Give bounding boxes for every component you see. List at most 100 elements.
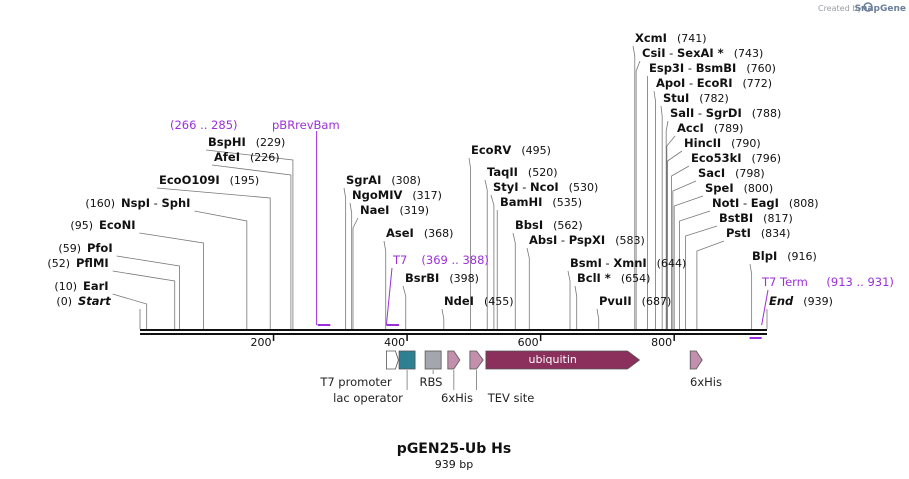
- site-pflmi: (52) PflMI: [47, 256, 108, 270]
- site-taqii: TaqII (520): [487, 165, 558, 179]
- feature-shape: [385, 350, 399, 370]
- site-end: End (939): [769, 294, 833, 308]
- site-position: (95): [70, 219, 93, 232]
- site-esp3i: Esp3I - BsmBI (760): [649, 61, 776, 75]
- site-name: AseI: [386, 226, 414, 240]
- site-position: (226): [250, 151, 280, 164]
- site-name: SpeI: [705, 181, 734, 195]
- site-leader-line: [672, 180, 697, 329]
- site-position: (789): [714, 122, 744, 135]
- site-name: SalI - SgrDI: [670, 106, 742, 120]
- site-name: NotI - EagI: [712, 196, 779, 210]
- site-leader-line: [666, 135, 676, 329]
- site-name: StyI - NcoI: [493, 180, 559, 194]
- site-hincii: HincII (790): [684, 136, 761, 150]
- credit-area: Created by SnapGene: [818, 2, 906, 14]
- site-name: BstBI: [719, 211, 753, 225]
- site-name: EcoO109I: [159, 173, 220, 187]
- site-position: (939): [803, 295, 833, 308]
- site-name: EcoRV: [471, 143, 511, 157]
- site-name: TaqII: [487, 165, 518, 179]
- feature-6xhis: 6xHis: [441, 350, 473, 405]
- site-position: (59): [58, 242, 81, 255]
- site-pfoi: (59) PfoI: [58, 241, 112, 255]
- feature-label: ubiquitin: [528, 353, 576, 366]
- site-position: (317): [412, 189, 442, 202]
- site-bsrbi: BsrBI (398): [405, 271, 479, 285]
- site-spei: SpeI (800): [705, 181, 773, 195]
- site-position: (520): [528, 166, 558, 179]
- site-name: BbsI: [515, 218, 543, 232]
- site-absi: AbsI - PspXI (583): [529, 233, 645, 247]
- primer-t7: T7 (369 .. 388): [385, 253, 489, 326]
- site-noti: NotI - EagI (808): [712, 196, 819, 210]
- site-leader-line: [673, 195, 704, 329]
- site-position: (782): [699, 92, 729, 105]
- site-position: (687): [642, 295, 672, 308]
- site-csii: CsiI - SexAI * (743): [642, 46, 763, 60]
- site-leader-line: [205, 149, 294, 329]
- site-stui: StuI (782): [663, 91, 729, 105]
- site-bcli-: BclI * (654): [577, 271, 650, 285]
- primer-name: pBRrevBam: [272, 118, 340, 132]
- snapgene-logo-icon: [863, 2, 873, 12]
- site-position: (52): [47, 257, 70, 270]
- site-leader-line: [352, 217, 359, 329]
- feature-6xhis: 6xHis: [689, 350, 722, 389]
- site-position: (10): [54, 280, 77, 293]
- site-name: BclI *: [577, 271, 611, 285]
- site-name: Eco53kI: [691, 151, 742, 165]
- site-name: BsmI - XmnI: [570, 256, 647, 270]
- site-name: XcmI: [635, 31, 667, 45]
- ruler-ticks: 200 400 600 800: [251, 334, 675, 349]
- site-position: (741): [677, 32, 707, 45]
- site-name: SgrAI: [346, 173, 381, 187]
- site-position: (796): [752, 152, 782, 165]
- site-name: PflMI: [76, 256, 109, 270]
- site-eco53ki: Eco53kI (796): [691, 151, 781, 165]
- feature-ubiquitin: ubiquitin: [485, 350, 641, 370]
- site-leader-line: [660, 105, 663, 329]
- site-position: (644): [657, 257, 687, 270]
- site-ecorv: EcoRV (495): [471, 143, 551, 157]
- site-position: (398): [449, 272, 479, 285]
- site-name: Start: [78, 294, 111, 308]
- feature-lac-operator: lac operator: [333, 350, 416, 405]
- feature-shape: [469, 350, 484, 370]
- primer-range: (266 .. 285): [170, 118, 238, 132]
- site-leader-line: [685, 225, 718, 329]
- site-position: (195): [230, 174, 260, 187]
- site-position: (772): [743, 77, 773, 90]
- site-position: (654): [621, 272, 651, 285]
- site-leader-line: [596, 308, 600, 329]
- credit-brand: SnapGene: [855, 4, 906, 14]
- site-name: BspHI: [208, 135, 246, 149]
- site-leader-line: [574, 285, 578, 329]
- site-leader-line: [139, 232, 204, 329]
- site-leader-line: [383, 240, 387, 329]
- site-econi: (95) EcoNI: [70, 218, 135, 232]
- site-position: (916): [787, 250, 817, 263]
- primer-leader: [761, 289, 769, 326]
- site-naei: NaeI (319): [360, 203, 429, 217]
- site-name: SacI: [698, 166, 725, 180]
- site-leader-line: [211, 164, 292, 329]
- site-afei: AfeI (226): [214, 150, 280, 164]
- site-name: AbsI - PspXI: [529, 233, 605, 247]
- site-ngomiv: NgoMIV (317): [352, 188, 442, 202]
- site-styi: StyI - NcoI (530): [493, 180, 598, 194]
- site-leader-line: [696, 240, 725, 329]
- site-leader-line: [667, 150, 683, 329]
- plasmid-name: pGEN25-Ub Hs: [397, 441, 511, 457]
- site-bbsi: BbsI (562): [515, 218, 583, 232]
- site-position: (790): [731, 137, 761, 150]
- feature-shape: [689, 350, 703, 370]
- credit-text: Created by: [818, 4, 862, 13]
- site-psti: PstI (834): [726, 226, 790, 240]
- site-name: BsrBI: [405, 271, 439, 285]
- site-ndei: NdeI (455): [444, 294, 514, 308]
- site-bstbi: BstBI (817): [719, 211, 793, 225]
- features: T7 promoter lac operator RBS 6xHis TEV site u…: [319, 350, 722, 405]
- primer-t7-term: T7 Term (913 .. 931): [749, 275, 894, 339]
- site-name: End: [769, 294, 794, 308]
